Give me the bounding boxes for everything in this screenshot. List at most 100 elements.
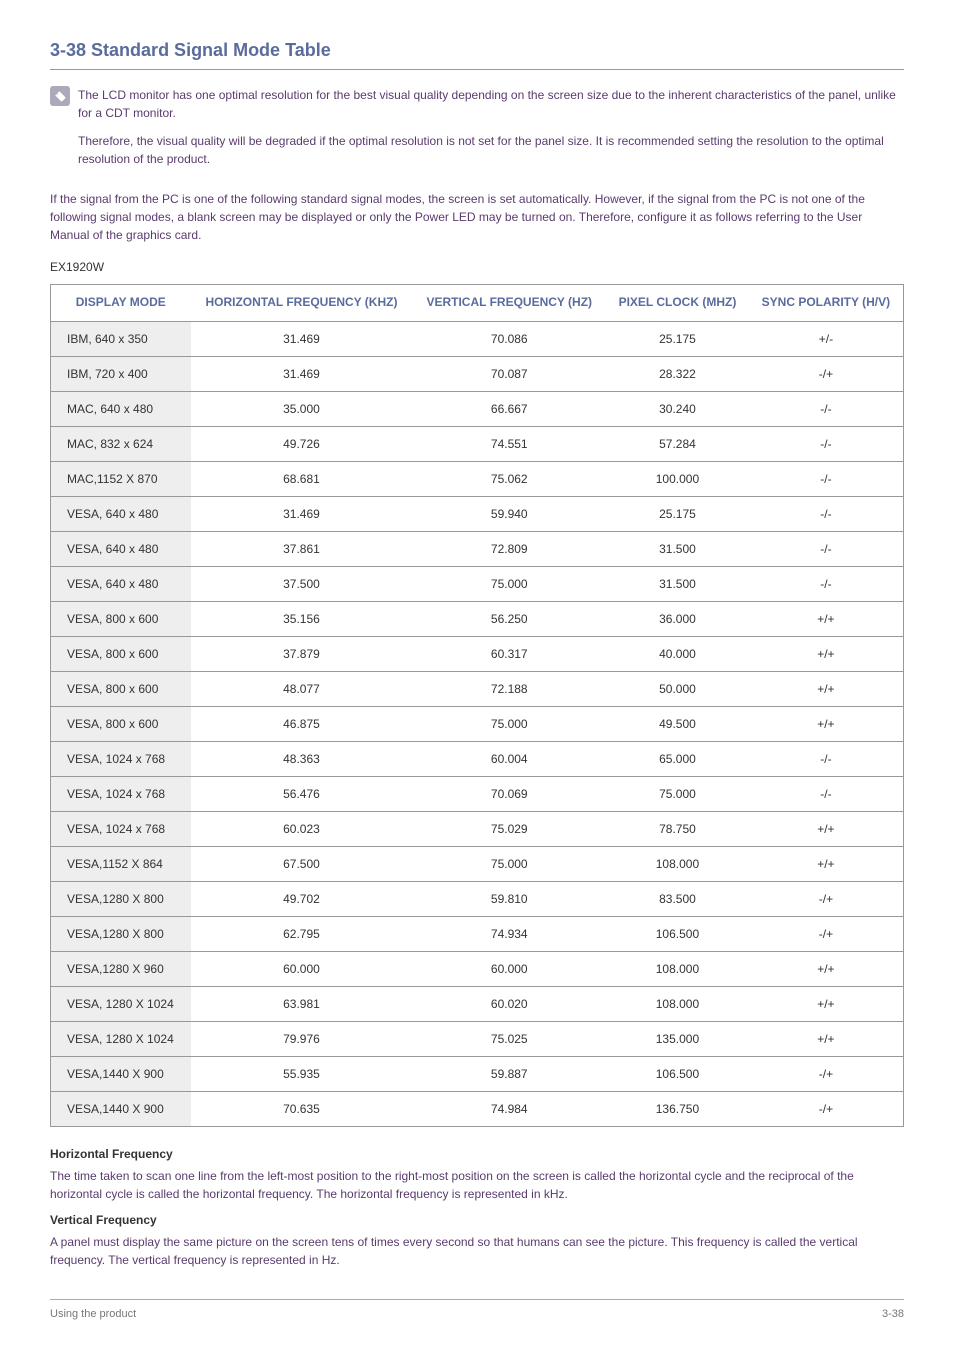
- table-cell: 60.000: [412, 951, 606, 986]
- table-cell: 72.188: [412, 671, 606, 706]
- table-cell: +/+: [749, 671, 904, 706]
- note-text: The LCD monitor has one optimal resoluti…: [78, 86, 904, 178]
- table-cell: MAC,1152 X 870: [51, 461, 191, 496]
- table-row: VESA,1440 X 90055.93559.887106.500-/+: [51, 1056, 904, 1091]
- page-footer: Using the product 3-38: [50, 1299, 904, 1320]
- table-cell: VESA,1280 X 960: [51, 951, 191, 986]
- table-row: VESA, 1024 x 76848.36360.00465.000-/-: [51, 741, 904, 776]
- table-cell: -/-: [749, 426, 904, 461]
- table-cell: 83.500: [606, 881, 749, 916]
- table-cell: 31.469: [191, 356, 413, 391]
- table-cell: 59.887: [412, 1056, 606, 1091]
- table-cell: +/+: [749, 846, 904, 881]
- table-cell: VESA,1440 X 900: [51, 1091, 191, 1126]
- footer-right: 3-38: [882, 1308, 904, 1320]
- table-cell: MAC, 640 x 480: [51, 391, 191, 426]
- table-row: VESA, 800 x 60037.87960.31740.000+/+: [51, 636, 904, 671]
- table-cell: -/-: [749, 776, 904, 811]
- table-cell: 60.004: [412, 741, 606, 776]
- table-row: MAC,1152 X 87068.68175.062100.000-/-: [51, 461, 904, 496]
- table-cell: 50.000: [606, 671, 749, 706]
- table-cell: 70.069: [412, 776, 606, 811]
- table-cell: VESA, 1280 X 1024: [51, 986, 191, 1021]
- footer-left: Using the product: [50, 1308, 136, 1320]
- table-cell: VESA,1280 X 800: [51, 916, 191, 951]
- table-cell: 106.500: [606, 1056, 749, 1091]
- table-cell: 60.317: [412, 636, 606, 671]
- table-cell: 31.469: [191, 321, 413, 356]
- table-cell: 136.750: [606, 1091, 749, 1126]
- table-cell: 60.023: [191, 811, 413, 846]
- table-cell: -/+: [749, 1091, 904, 1126]
- table-row: VESA, 1024 x 76860.02375.02978.750+/+: [51, 811, 904, 846]
- table-cell: 75.062: [412, 461, 606, 496]
- th-display-mode: DISPLAY MODE: [51, 285, 191, 322]
- section-title: 3-38 Standard Signal Mode Table: [50, 40, 904, 70]
- section-heading: Standard Signal Mode Table: [91, 40, 331, 60]
- table-cell: VESA, 800 x 600: [51, 706, 191, 741]
- note-para-1: The LCD monitor has one optimal resoluti…: [78, 86, 904, 122]
- table-cell: 60.020: [412, 986, 606, 1021]
- table-cell: 75.025: [412, 1021, 606, 1056]
- table-cell: 74.551: [412, 426, 606, 461]
- table-row: VESA, 800 x 60046.87575.00049.500+/+: [51, 706, 904, 741]
- table-cell: +/+: [749, 986, 904, 1021]
- table-cell: VESA, 1280 X 1024: [51, 1021, 191, 1056]
- table-cell: 62.795: [191, 916, 413, 951]
- table-cell: 25.175: [606, 496, 749, 531]
- table-cell: 28.322: [606, 356, 749, 391]
- table-cell: 46.875: [191, 706, 413, 741]
- table-cell: VESA, 640 x 480: [51, 566, 191, 601]
- table-cell: VESA, 1024 x 768: [51, 776, 191, 811]
- table-row: VESA, 640 x 48037.50075.00031.500-/-: [51, 566, 904, 601]
- intro-text: If the signal from the PC is one of the …: [50, 190, 904, 244]
- table-cell: VESA, 640 x 480: [51, 531, 191, 566]
- table-cell: 48.077: [191, 671, 413, 706]
- table-cell: 70.086: [412, 321, 606, 356]
- table-cell: VESA, 800 x 600: [51, 636, 191, 671]
- table-row: VESA,1152 X 86467.50075.000108.000+/+: [51, 846, 904, 881]
- th-sync-polarity: SYNC POLARITY (H/V): [749, 285, 904, 322]
- table-row: VESA, 1280 X 102479.97675.025135.000+/+: [51, 1021, 904, 1056]
- model-label: EX1920W: [50, 260, 904, 274]
- table-cell: 59.940: [412, 496, 606, 531]
- table-cell: 30.240: [606, 391, 749, 426]
- table-cell: VESA, 1024 x 768: [51, 741, 191, 776]
- table-cell: 36.000: [606, 601, 749, 636]
- table-cell: VESA, 1024 x 768: [51, 811, 191, 846]
- table-cell: -/-: [749, 496, 904, 531]
- table-cell: -/-: [749, 741, 904, 776]
- table-cell: -/-: [749, 566, 904, 601]
- table-cell: -/-: [749, 531, 904, 566]
- table-cell: -/+: [749, 881, 904, 916]
- table-cell: 66.667: [412, 391, 606, 426]
- table-cell: IBM, 640 x 350: [51, 321, 191, 356]
- table-cell: 37.500: [191, 566, 413, 601]
- table-row: VESA,1280 X 80062.79574.934106.500-/+: [51, 916, 904, 951]
- table-cell: VESA,1280 X 800: [51, 881, 191, 916]
- table-cell: -/-: [749, 461, 904, 496]
- table-row: VESA, 1024 x 76856.47670.06975.000-/-: [51, 776, 904, 811]
- table-cell: +/+: [749, 811, 904, 846]
- table-row: VESA, 640 x 48037.86172.80931.500-/-: [51, 531, 904, 566]
- table-cell: 74.934: [412, 916, 606, 951]
- table-cell: +/+: [749, 951, 904, 986]
- signal-mode-table: DISPLAY MODE HORIZONTAL FREQUENCY (KHZ) …: [50, 284, 904, 1127]
- table-cell: 72.809: [412, 531, 606, 566]
- table-row: IBM, 640 x 35031.46970.08625.175+/-: [51, 321, 904, 356]
- table-row: VESA,1280 X 96060.00060.000108.000+/+: [51, 951, 904, 986]
- table-row: MAC, 832 x 62449.72674.55157.284-/-: [51, 426, 904, 461]
- table-cell: 31.500: [606, 566, 749, 601]
- table-cell: 75.000: [412, 566, 606, 601]
- table-cell: 31.500: [606, 531, 749, 566]
- table-cell: 57.284: [606, 426, 749, 461]
- table-cell: 49.726: [191, 426, 413, 461]
- hf-title: Horizontal Frequency: [50, 1147, 904, 1161]
- table-cell: VESA, 800 x 600: [51, 601, 191, 636]
- table-cell: 75.000: [412, 706, 606, 741]
- table-cell: 35.000: [191, 391, 413, 426]
- table-cell: -/+: [749, 1056, 904, 1091]
- table-cell: 49.702: [191, 881, 413, 916]
- table-row: IBM, 720 x 40031.46970.08728.322-/+: [51, 356, 904, 391]
- table-cell: 108.000: [606, 951, 749, 986]
